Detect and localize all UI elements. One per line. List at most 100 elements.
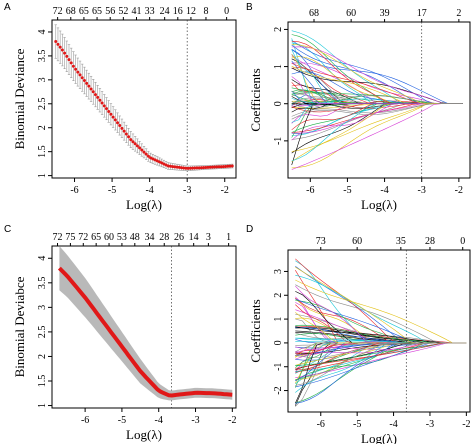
top-tick-label: 39 — [380, 8, 390, 19]
cv-point — [116, 121, 120, 125]
cv-point — [98, 98, 102, 102]
cv-point — [63, 51, 67, 55]
cv-point — [175, 165, 179, 169]
cv-point — [217, 165, 221, 169]
y-tick-label: 2 — [37, 125, 48, 130]
cv-point — [93, 93, 97, 97]
y-tick-label: 3 — [37, 77, 48, 82]
top-tick-label: 60 — [352, 236, 362, 247]
top-tick-label: 12 — [186, 6, 196, 17]
panel-d: -6 -5 -4 -3 -2 -2 -1 0 1 2 3 73 60 35 28 0 Log(λ) Coeffic… — [248, 236, 471, 444]
coefficient-path — [291, 63, 463, 104]
x-tick-label: -2 — [462, 419, 470, 430]
cv-point — [210, 165, 214, 169]
cv-point — [85, 81, 89, 85]
top-tick-label: 33 — [145, 6, 155, 17]
cv-point — [87, 84, 91, 88]
cv-point — [133, 142, 137, 146]
coefficient-path — [291, 103, 463, 169]
x-tick-label: -3 — [418, 185, 426, 196]
cv-point — [191, 166, 195, 170]
panel-letter-b: B — [246, 2, 253, 13]
top-tick-label: 1 — [226, 232, 231, 243]
top-tick-label: 14 — [189, 232, 199, 243]
top-tick-label: 60 — [104, 232, 114, 243]
top-tick-label: 68 — [66, 6, 76, 17]
panel-b: -6 -5 -4 -3 -2 -1 0 1 2 68 60 39 17 2 Log(λ) Coefficien… — [248, 8, 471, 212]
cv-point — [166, 164, 170, 168]
y-tick-label: 3 — [37, 305, 48, 310]
cv-point — [78, 73, 82, 77]
cv-point — [82, 79, 86, 83]
top-tick-label: 68 — [309, 8, 319, 19]
x-tick-label: -4 — [155, 415, 163, 426]
y-tick-label: 2 — [273, 27, 284, 32]
cv-point — [168, 164, 172, 168]
top-tick-label: 60 — [346, 8, 356, 19]
y-axis-label: Binomial Deviabce — [12, 276, 27, 377]
coefficient-path — [295, 342, 467, 378]
cv-point — [186, 166, 190, 170]
cv-point — [146, 154, 150, 158]
cv-point — [197, 166, 201, 170]
cv-point — [65, 54, 69, 58]
y-axis-label: Coefficients — [248, 299, 263, 362]
cv-point — [120, 126, 124, 130]
cv-point — [56, 42, 60, 46]
cv-point — [142, 150, 146, 154]
y-tick-label: 0 — [273, 101, 284, 106]
x-axis-label: Log(λ) — [361, 197, 397, 212]
x-tick-label: -6 — [70, 185, 78, 196]
plot-frame — [51, 245, 237, 409]
cv-point — [206, 165, 210, 169]
cv-point — [58, 45, 62, 49]
cv-point — [109, 112, 113, 116]
x-axis-label: Log(λ) — [126, 197, 162, 212]
top-tick-label: 48 — [130, 232, 140, 243]
cv-point — [69, 61, 73, 65]
y-tick-label: -2 — [273, 386, 284, 394]
panel-letter-a: A — [4, 2, 11, 13]
coefficient-path — [295, 327, 467, 344]
cv-point — [171, 165, 175, 169]
top-tick-label: 53 — [117, 232, 127, 243]
cv-point — [104, 107, 108, 111]
y-axis-label: Binomial Deviance — [12, 48, 27, 149]
cv-point — [219, 165, 223, 169]
y-tick-label: 1 — [37, 403, 48, 408]
top-tick-label: 73 — [316, 236, 326, 247]
top-tick-label: 3 — [206, 232, 211, 243]
top-tick-label: 35 — [396, 236, 406, 247]
cv-point — [204, 165, 208, 169]
cv-point — [54, 40, 58, 44]
top-tick-label: 24 — [160, 6, 170, 17]
coefficient-path — [291, 91, 463, 104]
coefficient-path — [295, 342, 467, 386]
x-axis-label: Log(λ) — [126, 427, 162, 442]
cv-point — [129, 138, 133, 142]
top-tick-label: 28 — [425, 236, 435, 247]
x-tick-label: -3 — [183, 185, 191, 196]
y-tick-label: 1 — [37, 173, 48, 178]
top-tick-label: 56 — [105, 6, 115, 17]
x-tick-label: -2 — [221, 185, 229, 196]
y-tick-label: -1 — [273, 363, 284, 371]
cv-point — [89, 87, 93, 91]
x-tick-label: -2 — [228, 415, 236, 426]
cv-point — [107, 109, 111, 113]
top-tick-label: 34 — [145, 232, 155, 243]
panel-letter-c: C — [4, 224, 11, 235]
coefficient-path — [291, 103, 463, 170]
y-axis-label: Coefficients — [248, 68, 263, 131]
y-tick-label: 2.5 — [37, 98, 48, 111]
cv-point — [188, 166, 192, 170]
cv-point — [100, 101, 104, 105]
top-tick-label: 16 — [173, 6, 183, 17]
top-tick-label: 72 — [53, 6, 63, 17]
y-tick-label: 1.5 — [37, 145, 48, 158]
cv-point — [138, 146, 142, 150]
x-tick-label: -6 — [81, 415, 89, 426]
top-tick-label: 17 — [417, 8, 427, 19]
